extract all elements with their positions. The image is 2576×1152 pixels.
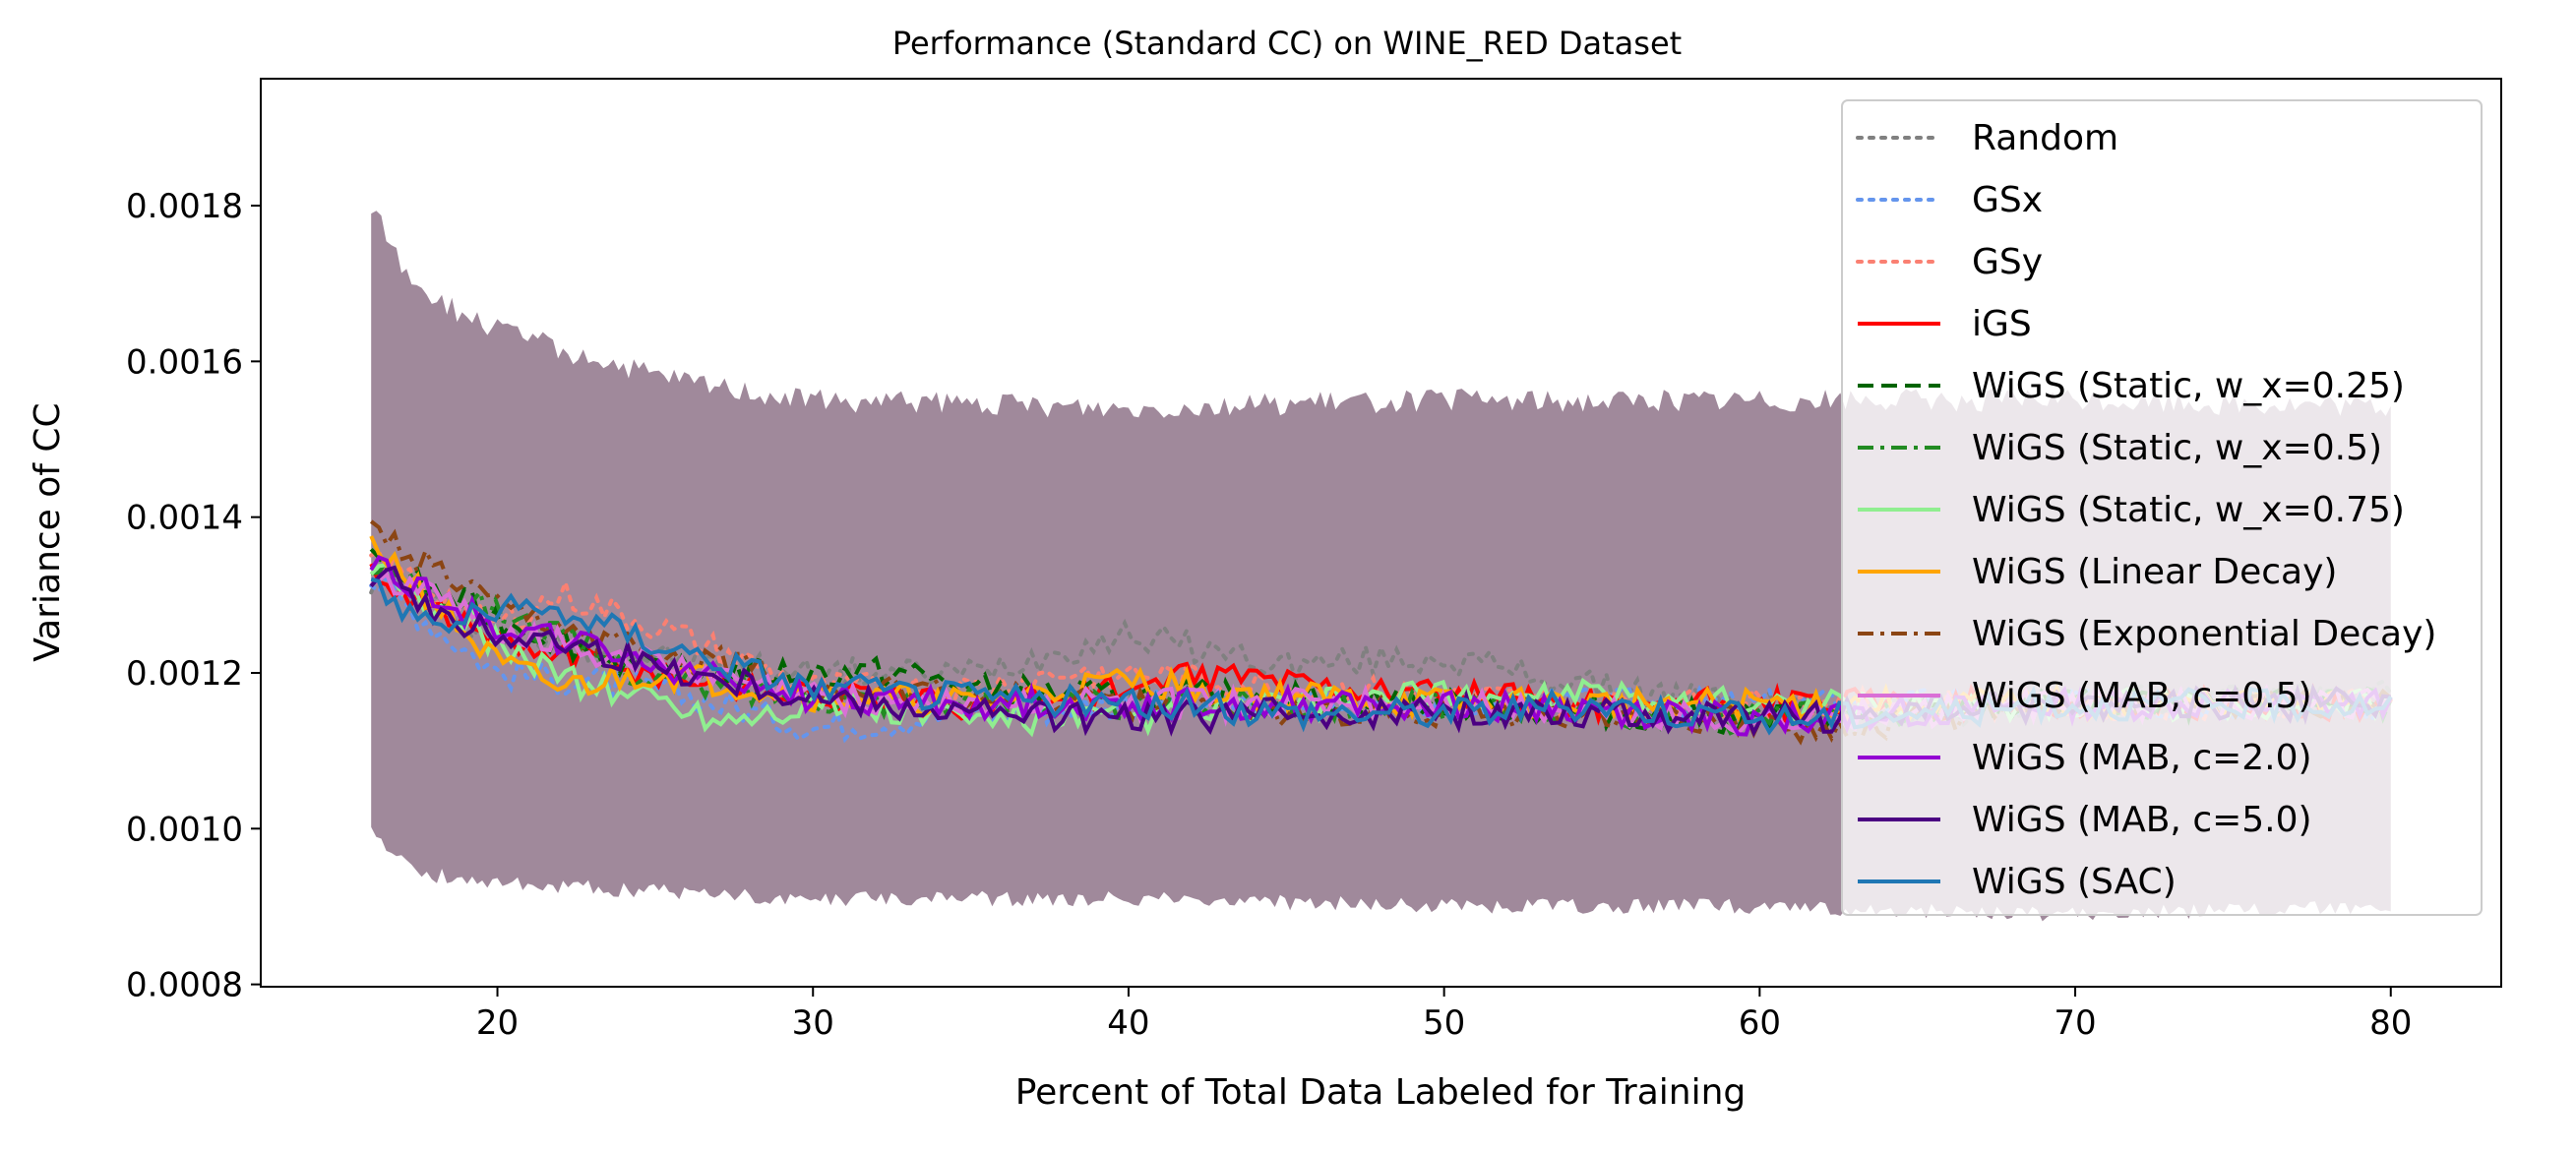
legend-label: WiGS (MAB, c=0.5) <box>1972 676 2312 716</box>
x-tick-label: 70 <box>2054 1003 2096 1043</box>
x-axis-label: Percent of Total Data Labeled for Traini… <box>1015 1072 1747 1113</box>
x-axis: 20 30 40 50 60 70 80 <box>476 987 2412 1043</box>
y-tick-label: 0.0012 <box>126 654 243 694</box>
y-tick-label: 0.0016 <box>126 342 243 382</box>
x-tick-label: 80 <box>2369 1003 2412 1043</box>
y-tick-label: 0.0014 <box>126 499 243 538</box>
legend-label: GSx <box>1972 180 2043 220</box>
legend: Random GSx GSy iGS WiGS (Static, w_x=0.25) Wi… <box>1841 99 2483 916</box>
x-tick-label: 40 <box>1107 1003 1149 1043</box>
y-tick-label: 0.0008 <box>126 966 243 1005</box>
legend-box <box>1841 99 2483 916</box>
legend-label: WiGS (Linear Decay) <box>1972 552 2337 592</box>
legend-label: WiGS (Static, w_x=0.25) <box>1972 366 2405 406</box>
y-tick-label: 0.0018 <box>126 187 243 226</box>
legend-label: GSy <box>1972 242 2043 282</box>
legend-label: WiGS (MAB, c=2.0) <box>1972 738 2312 778</box>
y-tick-label: 0.0010 <box>126 810 243 849</box>
y-axis-label: Variance of CC <box>28 402 68 661</box>
legend-label: WiGS (Static, w_x=0.5) <box>1972 428 2382 468</box>
legend-label: WiGS (Static, w_x=0.75) <box>1972 490 2405 530</box>
y-axis: 0.0008 0.0010 0.0012 0.0014 0.0016 0.0018 <box>126 187 261 1005</box>
chart-title: Performance (Standard CC) on WINE_RED Da… <box>892 25 1682 62</box>
legend-label: WiGS (SAC) <box>1972 862 2177 902</box>
legend-label: WiGS (Exponential Decay) <box>1972 614 2436 654</box>
plot-frame <box>260 78 2502 988</box>
legend-label: iGS <box>1972 304 2032 344</box>
x-tick-label: 30 <box>792 1003 834 1043</box>
legend-label: WiGS (MAB, c=5.0) <box>1972 800 2312 840</box>
x-tick-label: 50 <box>1423 1003 1465 1043</box>
legend-label: Random <box>1972 118 2118 158</box>
x-tick-label: 60 <box>1739 1003 1781 1043</box>
x-tick-label: 20 <box>476 1003 519 1043</box>
